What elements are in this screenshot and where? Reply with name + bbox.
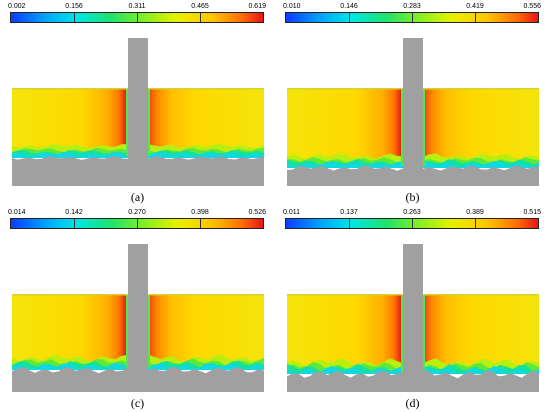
colorbar-label: 0.146 [340, 3, 358, 10]
colorbar-label: 0.010 [283, 3, 301, 10]
colorbar [10, 218, 264, 229]
wall-edge [148, 294, 150, 368]
contour-svg [12, 244, 264, 392]
pier [403, 38, 423, 186]
panel-d: 0.011 0.137 0.263 0.389 0.515 (d) [275, 206, 550, 412]
colorbar-label: 0.465 [191, 3, 209, 10]
colorbar-label: 0.419 [466, 3, 484, 10]
colorbar-label: 0.142 [65, 209, 83, 216]
fluid-right [423, 88, 539, 166]
colorbar-label: 0.263 [403, 209, 421, 216]
colorbar-tick [137, 219, 138, 228]
fluid-right [148, 294, 264, 368]
contour-field [287, 38, 539, 186]
bottom-band [148, 152, 264, 158]
colorbar-tick [412, 13, 413, 22]
panel-b: 0.010 0.146 0.283 0.419 0.556 (b) [275, 0, 550, 206]
colorbar-label: 0.156 [65, 3, 83, 10]
bottom-band [423, 161, 539, 168]
panel-caption: (c) [130, 396, 145, 410]
colorbar [285, 12, 539, 23]
colorbar-label: 0.014 [8, 209, 26, 216]
wall-edge [401, 88, 403, 166]
wall-edge [401, 294, 403, 372]
wall-edge [423, 88, 425, 166]
sediment-bed [12, 366, 128, 392]
colorbar-label: 0.283 [403, 3, 421, 10]
colorbar-tick [349, 219, 350, 228]
panel-a: 0.002 0.156 0.311 0.465 0.619 (a) [0, 0, 275, 206]
contour-svg [12, 38, 264, 186]
colorbar-tick [475, 219, 476, 228]
bottom-band [423, 365, 539, 374]
sediment-bed [423, 370, 539, 392]
colorbar [10, 12, 264, 23]
wall-edge [126, 88, 128, 156]
colorbar-tick [412, 219, 413, 228]
colorbar-label: 0.556 [523, 3, 541, 10]
colorbar-label: 0.619 [248, 3, 266, 10]
sediment-bed [287, 165, 403, 186]
sediment-bed [148, 367, 264, 392]
colorbar-label: 0.398 [191, 209, 209, 216]
wall-edge [148, 88, 150, 156]
fluid-left [12, 294, 128, 368]
bottom-band [287, 161, 403, 168]
sediment-bed [287, 370, 403, 392]
colorbar-label: 0.270 [128, 209, 146, 216]
panel-c: 0.014 0.142 0.270 0.398 0.526 (c) [0, 206, 275, 412]
colorbar-tick [200, 13, 201, 22]
pier [403, 244, 423, 392]
fluid-left [12, 88, 128, 156]
fluid-left [287, 294, 403, 372]
colorbar-label: 0.311 [128, 3, 146, 10]
colorbar-label: 0.389 [466, 209, 484, 216]
panel-caption: (b) [405, 190, 420, 204]
bottom-band [12, 152, 128, 158]
sediment-bed [148, 156, 264, 186]
colorbar-tick [74, 13, 75, 22]
wall-edge [126, 294, 128, 368]
colorbar-label: 0.002 [8, 3, 26, 10]
fluid-left [287, 88, 403, 166]
sediment-bed [423, 165, 539, 186]
colorbar-tick [137, 13, 138, 22]
sediment-bed [12, 156, 128, 186]
contour-svg [287, 244, 539, 392]
contour-field [287, 244, 539, 392]
wall-edge [423, 294, 425, 372]
contour-field [12, 38, 264, 186]
pier [128, 244, 148, 392]
colorbar-tick [200, 219, 201, 228]
colorbar-label: 0.526 [248, 209, 266, 216]
colorbar [285, 218, 539, 229]
colorbar-tick [74, 219, 75, 228]
colorbar-label: 0.011 [283, 209, 300, 216]
fluid-right [148, 88, 264, 156]
panel-caption: (d) [405, 396, 420, 410]
panel-caption: (a) [130, 190, 145, 204]
colorbar-tick [475, 13, 476, 22]
bottom-band [12, 362, 128, 370]
colorbar-label: 0.137 [340, 209, 358, 216]
pier [128, 38, 148, 186]
colorbar-tick [349, 13, 350, 22]
contour-svg [287, 38, 539, 186]
colorbar-label: 0.515 [523, 209, 541, 216]
contour-field [12, 244, 264, 392]
